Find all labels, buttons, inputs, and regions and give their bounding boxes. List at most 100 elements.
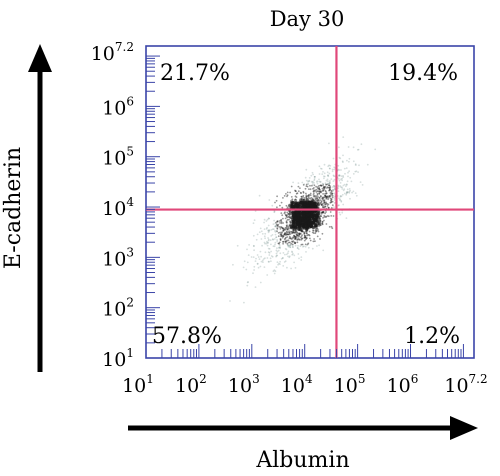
data-point	[343, 167, 346, 170]
data-point	[308, 234, 310, 236]
data-point	[269, 239, 272, 242]
data-point	[286, 218, 289, 221]
data-point	[287, 227, 289, 229]
data-point	[293, 231, 295, 234]
data-point	[298, 238, 300, 241]
data-point	[284, 211, 286, 214]
data-point	[283, 261, 286, 263]
data-point	[333, 199, 336, 201]
data-point	[253, 245, 255, 248]
data-point	[299, 187, 301, 190]
data-point	[350, 180, 353, 183]
data-point	[337, 168, 340, 171]
data-point	[332, 180, 335, 183]
data-point	[266, 274, 269, 276]
data-point	[293, 203, 298, 207]
data-point	[289, 220, 291, 223]
data-point	[327, 180, 329, 183]
data-point	[329, 180, 331, 182]
data-point	[279, 226, 282, 229]
data-point	[286, 221, 288, 224]
data-point	[287, 228, 290, 230]
data-point	[309, 192, 312, 195]
data-point	[273, 211, 276, 214]
data-point	[325, 192, 328, 195]
data-point	[302, 245, 304, 248]
data-point	[297, 237, 299, 239]
data-point	[319, 181, 322, 184]
data-point	[312, 187, 314, 190]
data-point	[300, 256, 303, 258]
data-point	[333, 185, 335, 187]
data-point	[285, 231, 288, 234]
data-point	[318, 178, 320, 181]
data-point	[307, 201, 311, 205]
data-point	[326, 195, 329, 198]
data-point	[259, 250, 262, 253]
data-point	[300, 238, 303, 241]
data-point	[296, 232, 299, 234]
data-point	[321, 211, 324, 213]
data-point	[285, 214, 288, 217]
data-point	[345, 183, 348, 186]
data-point	[289, 211, 293, 215]
data-point	[279, 263, 281, 266]
data-point	[289, 230, 292, 233]
data-point	[281, 214, 284, 217]
data-point	[322, 217, 324, 219]
data-point	[325, 211, 327, 213]
data-point	[254, 286, 257, 288]
data-point	[276, 228, 279, 230]
data-point	[277, 235, 280, 238]
data-point	[275, 254, 278, 257]
data-point	[298, 257, 300, 260]
data-point	[345, 193, 348, 196]
data-point	[285, 233, 288, 236]
data-point	[341, 160, 344, 163]
data-point	[333, 175, 335, 178]
data-point	[287, 250, 290, 253]
data-point	[294, 244, 297, 247]
data-point	[284, 260, 287, 262]
data-point	[311, 197, 314, 200]
data-point	[321, 198, 324, 201]
data-point	[285, 248, 288, 251]
data-point	[312, 217, 316, 221]
data-point	[298, 232, 301, 235]
data-point	[344, 172, 346, 175]
data-point	[357, 171, 359, 174]
data-point	[319, 190, 322, 193]
data-point	[292, 205, 296, 209]
data-point	[330, 200, 333, 203]
data-point	[315, 191, 318, 193]
data-point	[323, 201, 326, 204]
data-point	[247, 281, 250, 283]
data-point	[306, 234, 308, 237]
data-point	[354, 163, 357, 166]
data-point	[330, 193, 332, 196]
x-axis-arrow	[128, 416, 478, 440]
data-point	[301, 230, 304, 233]
data-point	[324, 195, 327, 197]
data-point	[323, 163, 326, 166]
data-point	[285, 193, 287, 195]
data-point	[260, 255, 262, 258]
data-point	[292, 240, 295, 243]
data-point	[328, 189, 331, 192]
data-point	[305, 179, 308, 182]
data-point	[324, 185, 327, 188]
data-point	[283, 238, 286, 241]
data-point	[322, 211, 324, 214]
data-point	[275, 223, 278, 226]
data-point	[297, 227, 301, 232]
data-point	[299, 228, 303, 232]
data-point	[294, 237, 297, 240]
data-point	[275, 266, 278, 268]
data-point	[283, 233, 286, 236]
data-point	[303, 231, 306, 234]
data-point	[310, 174, 313, 177]
data-point	[302, 184, 305, 186]
data-point	[299, 198, 303, 202]
data-point	[291, 201, 295, 205]
data-point	[286, 233, 289, 236]
